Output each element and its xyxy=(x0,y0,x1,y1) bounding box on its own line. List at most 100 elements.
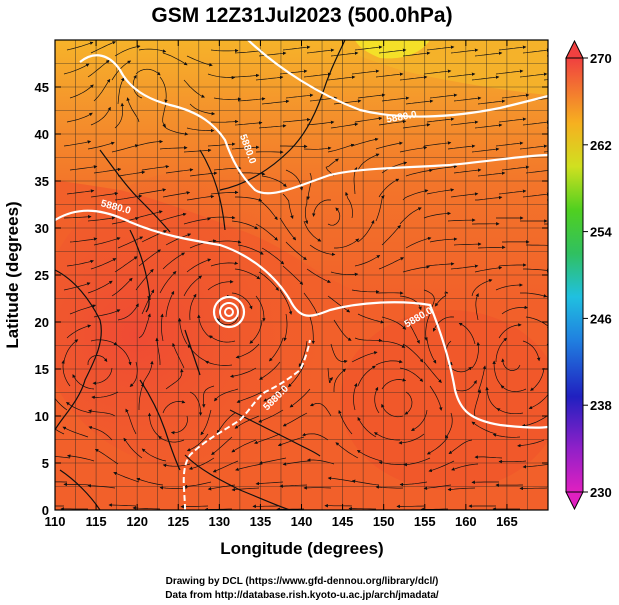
streamline xyxy=(451,463,479,471)
streamline xyxy=(453,96,482,102)
streamline xyxy=(282,412,308,427)
streamline xyxy=(138,188,167,195)
streamline xyxy=(66,324,92,339)
streamline xyxy=(501,358,521,371)
streamline xyxy=(210,190,239,195)
streamline xyxy=(183,481,212,489)
streamline xyxy=(87,280,113,294)
colorbar-tick-label: 270 xyxy=(590,51,612,66)
streamline xyxy=(402,51,431,57)
streamline xyxy=(402,189,429,201)
streamline xyxy=(186,433,209,452)
streamline xyxy=(279,217,297,241)
streamline xyxy=(426,262,455,267)
streamline xyxy=(254,433,281,445)
streamline xyxy=(351,351,378,363)
credit-drawing: Drawing by DCL (https://www.gfd-dennou.o… xyxy=(166,576,439,587)
contour-line xyxy=(247,40,548,118)
streamline xyxy=(501,93,530,99)
streamline xyxy=(399,146,428,153)
streamline xyxy=(183,275,203,297)
streamline xyxy=(474,455,503,459)
streamline xyxy=(375,72,404,78)
colorbar-tick-label: 238 xyxy=(590,398,612,413)
streamline xyxy=(279,69,308,75)
streamline xyxy=(381,316,407,330)
streamline xyxy=(172,342,185,369)
x-axis: 110 115 120 125 130 135 140 145 150 155 160 165 xyxy=(45,40,518,529)
y-axis-label: Latitude (degrees) xyxy=(3,201,22,348)
streamline xyxy=(375,485,404,489)
streamline xyxy=(90,106,111,126)
streamline xyxy=(66,259,94,267)
streamline xyxy=(357,416,377,438)
x-tick-label: 115 xyxy=(86,514,107,529)
streamline xyxy=(258,124,287,129)
streamline xyxy=(432,316,455,332)
streamline xyxy=(62,426,89,438)
streamline xyxy=(375,141,403,150)
streamline xyxy=(517,439,545,448)
streamline xyxy=(338,409,353,435)
colorbar-max-arrow xyxy=(565,39,584,59)
streamline xyxy=(330,122,359,129)
streamline xyxy=(158,436,185,443)
streamline xyxy=(165,168,194,174)
streamline xyxy=(378,460,407,465)
streamline xyxy=(381,378,407,390)
x-axis-label: Longitude (degrees) xyxy=(220,539,383,558)
streamline xyxy=(453,168,482,174)
streamline xyxy=(423,211,452,219)
streamline xyxy=(378,48,407,54)
streamline xyxy=(279,484,308,488)
streamline xyxy=(90,41,117,54)
streamline xyxy=(475,195,503,201)
streamline xyxy=(111,277,133,297)
y-tick-label: 25 xyxy=(35,268,49,283)
streamline xyxy=(423,141,452,147)
streamline xyxy=(405,236,432,249)
streamline xyxy=(477,245,506,250)
streamline xyxy=(125,408,137,435)
streamline xyxy=(162,191,191,198)
streamline xyxy=(498,323,522,339)
streamline xyxy=(399,481,428,487)
streamline xyxy=(141,164,170,171)
streamline xyxy=(378,178,400,198)
streamline xyxy=(258,409,284,423)
streamline xyxy=(237,244,264,255)
streamline xyxy=(216,412,236,434)
contour-line xyxy=(79,54,548,195)
grid-lines xyxy=(55,40,548,510)
streamline xyxy=(283,313,288,342)
streamline xyxy=(234,415,260,429)
streamline xyxy=(69,304,97,315)
streamline xyxy=(429,164,458,171)
colorbar-min-arrow xyxy=(565,491,584,511)
streamline xyxy=(211,436,233,455)
streamline xyxy=(232,73,260,78)
y-tick-label: 40 xyxy=(35,127,49,142)
streamline xyxy=(351,479,380,486)
streamline xyxy=(261,175,287,187)
streamline xyxy=(183,148,212,153)
streamline xyxy=(162,400,186,414)
streamline xyxy=(426,117,455,123)
streamline xyxy=(207,142,236,147)
streamline xyxy=(327,295,351,313)
streamline xyxy=(447,72,476,78)
streamline xyxy=(67,454,95,462)
streamline xyxy=(495,337,508,363)
streamline xyxy=(162,252,186,270)
streamline xyxy=(458,322,476,345)
streamline xyxy=(525,170,548,174)
streamline xyxy=(197,314,212,339)
streamline xyxy=(66,112,93,123)
streamline xyxy=(303,292,319,317)
streamline xyxy=(200,409,212,436)
streamline xyxy=(55,456,71,459)
streamline xyxy=(381,224,401,246)
streamline xyxy=(302,432,329,441)
streamline xyxy=(357,313,385,324)
streamline xyxy=(348,506,376,510)
